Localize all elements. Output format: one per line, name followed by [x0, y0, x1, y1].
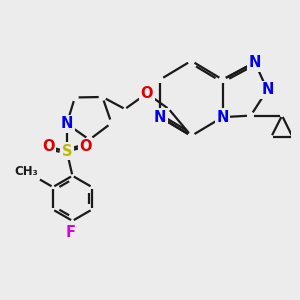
Text: N: N — [261, 82, 274, 98]
Text: CH₃: CH₃ — [14, 165, 38, 178]
Text: S: S — [61, 144, 72, 159]
Text: N: N — [249, 55, 261, 70]
Text: O: O — [141, 86, 153, 101]
Text: O: O — [79, 139, 92, 154]
Text: N: N — [61, 116, 73, 131]
Text: F: F — [66, 225, 76, 240]
Text: N: N — [216, 110, 229, 124]
Text: N: N — [154, 110, 166, 124]
Text: O: O — [42, 139, 54, 154]
